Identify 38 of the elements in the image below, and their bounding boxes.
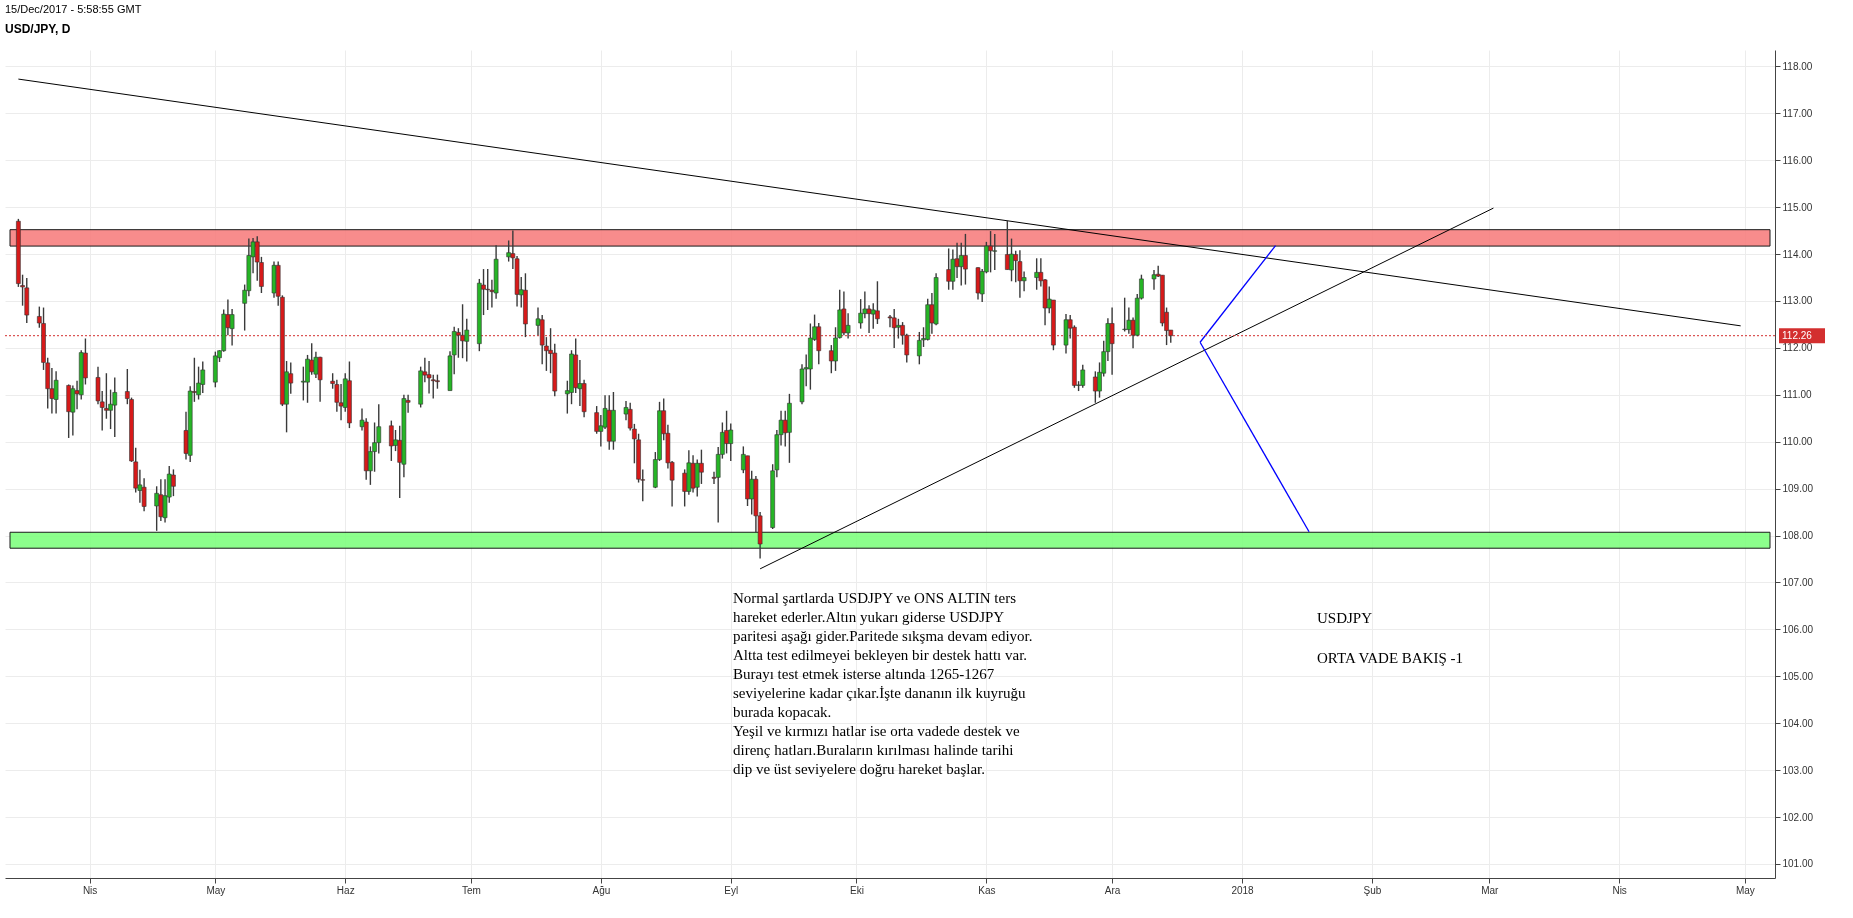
y-tick-label: 102.00 [1782,811,1814,823]
y-tick-label: 111.00 [1782,389,1813,401]
y-tick-label: 109.00 [1782,483,1814,495]
chart-title: USD/JPY, D [5,22,71,36]
y-tick-label: 112.00 [1782,342,1813,354]
ref-line-label: 112.26 [1782,329,1813,341]
annotation: USDJPY [1317,610,1373,626]
x-tick-label: Şub [1363,884,1382,896]
x-tick-label: 2018 [1231,884,1255,896]
y-tick-label: 117.00 [1782,107,1813,119]
text: Normal şartlarda USDJPY ve ONS ALTIN ters hareket ederler.Altın yukarı giderse USDJPY paritesi aşağı gider.Paritede sıkşma devam ediyor. Altta test edilmeyei bekleyen bir destek hattı var. Burayı test etmek isterse altında 1265-1267 seviyelerine kadar çıkar.İşte dananın ilk kuyruğu burada kopacak. Yeşil ve kırmızı hatlar ise orta vadede destek ve direnç hatları.Buraların kırılması halinde tarihi dip ve üst seviyelere doğru hareket başlar. [733,590,1033,777]
x-tick-label: May [1735,884,1755,896]
x-tick-label: Nis [1612,884,1627,896]
y-tick-label: 105.00 [1782,670,1814,682]
x-tick-label: Nis [82,884,98,896]
y-tick-label: 115.00 [1782,201,1813,213]
x-tick-label: Ağu [592,884,611,896]
y-tick-label: 116.00 [1782,154,1813,166]
y-tick-label: 113.00 [1782,295,1813,307]
text: 15/Dec/2017 - 5:58:55 GMT [5,3,142,15]
x-tick-label: Eyl [724,884,739,896]
x-tick-label: Mar [1481,884,1500,896]
annotation: ORTA VADE BAKIŞ -1 [1317,650,1464,666]
y-tick-label: 107.00 [1782,576,1814,588]
x-tick-label: Eki [850,884,864,896]
y-tick-label: 103.00 [1782,764,1814,776]
x-tick-label: Tem [462,884,481,896]
x-tick-label: Kas [978,884,996,896]
y-tick-label: 108.00 [1782,530,1814,542]
y-tick-label: 118.00 [1782,60,1813,72]
x-tick-label: Ara [1104,884,1121,896]
y-tick-label: 110.00 [1782,436,1813,448]
y-tick-label: 114.00 [1782,248,1813,260]
x-tick-label: May [206,884,226,896]
x-tick-label: Haz [336,884,355,896]
y-tick-label: 104.00 [1782,717,1814,729]
y-tick-label: 101.00 [1782,858,1814,870]
y-tick-label: 106.00 [1782,623,1814,635]
